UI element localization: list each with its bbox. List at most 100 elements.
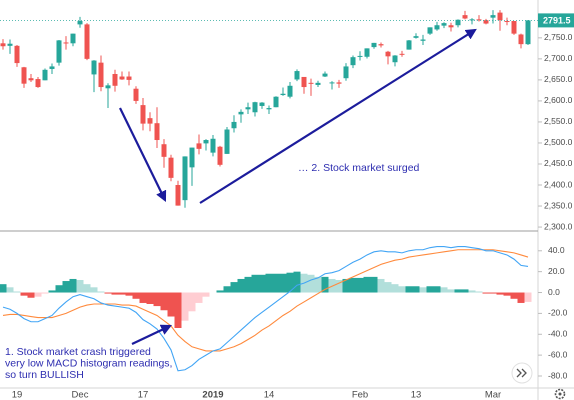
arrow-histogram (131, 324, 172, 345)
histogram-bar (223, 286, 231, 293)
candle-body (119, 76, 125, 80)
y-tick-label: -80.0 (548, 370, 568, 380)
settings-button[interactable] (554, 388, 566, 400)
x-tick-label: 19 (12, 390, 23, 400)
candle-body (364, 48, 370, 57)
candle-body (350, 57, 356, 66)
histogram-bar (391, 284, 399, 293)
histogram-bar (412, 286, 420, 293)
candle-body (406, 40, 412, 50)
histogram-bar (468, 290, 476, 293)
histogram-bar (517, 292, 525, 303)
candle-body (63, 42, 69, 44)
candle-body (525, 20, 531, 45)
histogram-bar (503, 292, 511, 296)
candle-body (245, 107, 251, 110)
histogram-bar (377, 278, 385, 293)
controls (511, 362, 566, 400)
candle-body (497, 12, 503, 21)
candle-body (21, 67, 27, 84)
histogram-bar (153, 292, 161, 307)
histogram-bar (83, 284, 91, 293)
candle-body (35, 79, 41, 88)
annotation-crash: so turn BULLISH (5, 369, 84, 381)
histogram-bar (118, 292, 126, 295)
candle-body (224, 129, 230, 154)
y-tick-label: -40.0 (548, 329, 568, 339)
histogram-bar (363, 276, 371, 293)
last-price-label: 2791.5 (543, 15, 571, 25)
candle-body (504, 21, 510, 23)
last-price-box (538, 13, 574, 28)
histogram-bar (419, 287, 427, 293)
histogram-bar (139, 292, 147, 303)
arrow-down (119, 107, 167, 202)
histogram-bar (356, 277, 364, 293)
candle-body (217, 146, 223, 165)
y-tick-label: 2,450.0 (544, 158, 573, 168)
candle-body (266, 108, 272, 110)
histogram-bar (181, 292, 189, 321)
candle-body (252, 102, 258, 113)
candle-body (308, 82, 314, 84)
histogram-bar (69, 278, 77, 293)
candle-body (133, 88, 139, 101)
candle-body (287, 85, 293, 97)
candle-body (84, 24, 90, 59)
histogram-bar (510, 292, 518, 299)
candle-body (343, 66, 349, 79)
histogram-bar (90, 287, 98, 293)
histogram-bar (48, 290, 56, 293)
candle-body (392, 55, 398, 63)
x-tick-label: 13 (411, 390, 422, 400)
arrow-up (199, 28, 477, 204)
candle-body (413, 36, 419, 38)
gear-center (558, 392, 562, 396)
candle-body (476, 19, 482, 21)
candle-body (490, 15, 496, 18)
candle-body (147, 118, 153, 124)
y-tick-label: 2,700.0 (544, 53, 573, 63)
histogram-bar (405, 286, 413, 293)
y-tick-label: 2,350.0 (544, 200, 573, 210)
candle-body (105, 85, 111, 89)
candle-body (112, 74, 118, 86)
histogram-bar (314, 276, 322, 293)
histogram-bar (41, 292, 49, 294)
candle-body (329, 82, 335, 84)
scroll-button-bg[interactable] (511, 362, 533, 384)
histogram-bar (433, 286, 441, 293)
x-tick-label: 14 (264, 390, 275, 400)
histogram-bar (6, 287, 14, 293)
histogram-bar (461, 289, 469, 293)
histogram-bar (286, 272, 294, 293)
signal-line (2, 249, 529, 352)
candle-body (70, 33, 76, 44)
gear-icon[interactable] (554, 388, 566, 400)
y-tick-label: 2,300.0 (544, 221, 573, 231)
annotation-crash: very low MACD histogram readings, (5, 357, 172, 369)
candle-body (175, 185, 181, 206)
histogram-bar (440, 287, 448, 293)
candle-body (7, 43, 13, 46)
candle-body (483, 20, 489, 24)
candle-body (14, 45, 20, 64)
candle-body (238, 111, 244, 115)
y-tick-label: 2,750.0 (544, 32, 573, 42)
y-tick-label: 2,650.0 (544, 74, 573, 84)
candle-body (140, 105, 146, 124)
histogram-bar (447, 289, 455, 293)
candle-body (518, 34, 524, 45)
histogram-bar (370, 276, 378, 293)
candle-body (399, 53, 405, 55)
y-tick-label: 2,500.0 (544, 137, 573, 147)
scroll-icon (516, 368, 527, 378)
scroll-button[interactable] (511, 362, 533, 384)
histogram-bar (398, 286, 406, 293)
candle-body (378, 44, 384, 46)
annotation-crash: 1. Stock market crash triggered (5, 346, 151, 358)
annotations: … 2. Stock market surged 1. Stock market… (5, 28, 477, 381)
candle-body (357, 55, 363, 57)
